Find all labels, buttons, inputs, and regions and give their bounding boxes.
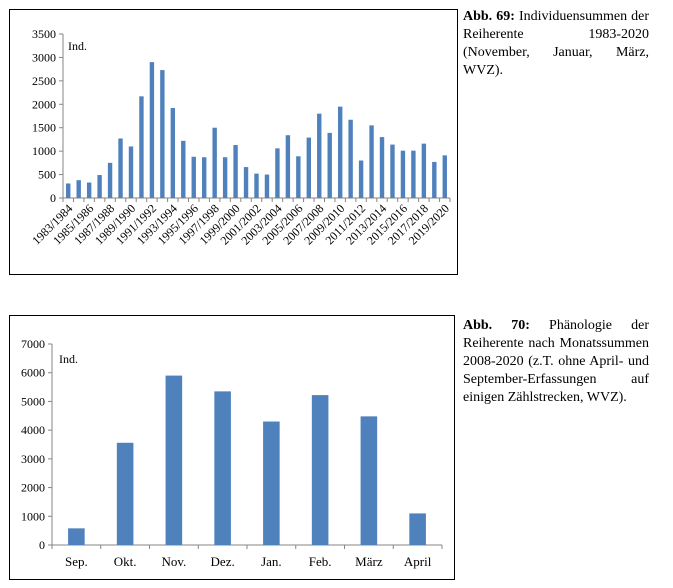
- chart-1-bar: [317, 113, 322, 198]
- figure-69-caption: Abb. 69: Individuensummen der Reiherente…: [463, 8, 649, 80]
- chart-1-bar: [379, 137, 385, 198]
- chart-2-bar: [311, 395, 329, 545]
- chart-2-x-tick-label: April: [404, 554, 432, 569]
- chart-1-bar: [327, 132, 332, 198]
- chart-1-bar: [107, 162, 113, 198]
- chart-2-y-tick-label: 2000: [21, 481, 45, 495]
- chart-1-bar: [421, 143, 427, 198]
- chart-2-y-tick-label: 1000: [21, 509, 45, 523]
- chart-2-bar: [263, 421, 280, 545]
- chart-1-bar: [191, 156, 196, 198]
- chart-1-bar: [202, 157, 207, 198]
- chart-2-bar: [214, 391, 231, 545]
- chart-1-y-tick-label: 1000: [32, 144, 56, 158]
- chart-1-y-tick-label: 2500: [32, 74, 56, 88]
- chart-1-bar: [212, 127, 217, 198]
- chart-2-x-tick-label: März: [355, 554, 383, 569]
- chart-2-y-tick-label: 4000: [21, 423, 45, 437]
- chart-2-bar: [360, 416, 378, 545]
- chart-2-x-tick-label: Sep.: [65, 554, 88, 569]
- chart-1-bar: [306, 137, 311, 198]
- chart-1-y-tick-label: 2000: [32, 97, 56, 111]
- figure-69-label: Abb. 69:: [463, 9, 515, 24]
- chart-1-bar: [76, 180, 81, 198]
- chart-1-y-tick-label: 3000: [32, 50, 56, 64]
- chart-2-svg: 0 1000 2000 3000 4000 5000 6000 7000 Ind. Sep. Okt…: [21, 337, 443, 569]
- chart-1-bar: [337, 106, 343, 198]
- chart-2-frame: 0 1000 2000 3000 4000 5000 6000 7000 Ind. Sep. Okt…: [9, 315, 455, 580]
- chart-1-bar: [97, 175, 102, 198]
- chart-2-bar: [116, 442, 134, 545]
- chart-1-bar: [264, 174, 270, 198]
- chart-2-y-tick-label: 7000: [21, 337, 45, 351]
- chart-1-bar: [400, 150, 406, 198]
- chart-2-x-tick-label: Jan.: [261, 554, 282, 569]
- figure-70-caption: Abb. 70: Phänologie der Reiherente nach …: [463, 317, 649, 407]
- chart-1-bar: [275, 148, 280, 198]
- chart-2-y-tick-label: 3000: [21, 452, 45, 466]
- chart-2-bar: [68, 528, 85, 545]
- chart-1-bar: [296, 156, 301, 198]
- chart-1-bar: [442, 155, 447, 198]
- chart-1-bar: [348, 119, 353, 198]
- chart-1-bar: [411, 150, 416, 198]
- chart-1-bar: [369, 125, 374, 198]
- chart-2-x-tick-label: Nov.: [161, 554, 186, 569]
- chart-1-bar: [285, 135, 291, 198]
- chart-1-bar: [139, 96, 144, 198]
- chart-1-y-tick-label: 1500: [32, 121, 56, 135]
- chart-2-y-tick-label: 6000: [21, 366, 45, 380]
- chart-2-unit-label: Ind.: [59, 352, 78, 366]
- figure-69-text: Individuensummen der Reiherente 1983-202…: [463, 9, 649, 78]
- chart-1-y-tick-label: 500: [38, 168, 56, 182]
- chart-1-svg: 0500100015002000250030003500Ind.1983/198…: [29, 27, 452, 248]
- chart-1-frame: 0 500 1000 1500 2000 2500 3000 3500 Ind. 1983/198…: [9, 9, 458, 275]
- chart-1-bar: [358, 160, 364, 198]
- chart-1-unit-label: Ind.: [68, 39, 87, 53]
- chart-2-bar: [165, 375, 183, 545]
- chart-2-y-tick-label: 0: [39, 538, 45, 552]
- chart-2-x-tick-label: Feb.: [309, 554, 332, 569]
- chart-1-bar: [233, 145, 238, 198]
- chart-1-bar: [149, 62, 155, 198]
- chart-1-bar: [432, 161, 437, 198]
- chart-1-bar: [181, 140, 186, 198]
- chart-1-bar: [254, 173, 259, 198]
- chart-1-bar: [160, 70, 165, 198]
- figure-70-label: Abb. 70:: [463, 318, 530, 333]
- chart-1-bar: [222, 157, 228, 198]
- figure-70-text: Phänologie der Reiherente nach Monatssum…: [463, 318, 649, 405]
- chart-2-x-tick-label: Okt.: [114, 554, 137, 569]
- chart-1-y-tick-label: 3500: [32, 27, 56, 41]
- chart-2-y-tick-label: 5000: [21, 394, 45, 408]
- chart-2-x-tick-label: Dez.: [211, 554, 235, 569]
- chart-1-y-tick-label: 0: [50, 191, 56, 205]
- chart-2-bar: [409, 513, 426, 545]
- chart-1-bar: [390, 144, 395, 198]
- chart-1-bar: [66, 183, 71, 198]
- chart-1-bar: [86, 182, 92, 198]
- chart-1-bar: [128, 146, 134, 198]
- chart-1-bar: [118, 138, 123, 198]
- chart-1-bar: [170, 108, 176, 198]
- chart-1-bar: [243, 167, 249, 198]
